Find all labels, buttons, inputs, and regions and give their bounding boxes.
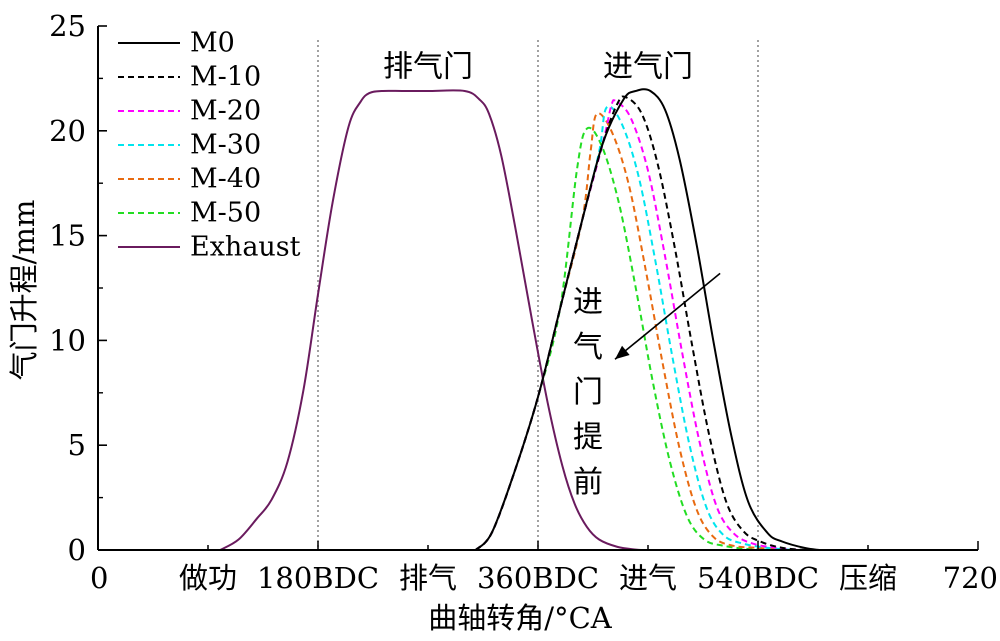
axes: 0 5 10 15 20 25 0 180BDC 360BDC 540BDC 720 做功 排气 进气 压缩 bbox=[49, 9, 998, 595]
legend-label: M-10 bbox=[190, 62, 261, 93]
y-tick-label: 20 bbox=[49, 114, 86, 148]
x-tick-label: 180BDC bbox=[257, 561, 379, 595]
x-tick-label: 360BDC bbox=[477, 561, 599, 595]
y-tick-label: 15 bbox=[49, 219, 86, 253]
legend-label: M-30 bbox=[190, 130, 261, 161]
series-line-m-40 bbox=[474, 112, 789, 551]
legend-label: M-20 bbox=[190, 96, 261, 127]
y-tick-label: 10 bbox=[49, 323, 86, 357]
y-tick-label: 0 bbox=[68, 533, 86, 567]
stroke-phase-label: 进气 bbox=[619, 561, 677, 595]
advance-arrow-head bbox=[615, 345, 630, 360]
x-tick-label: 0 bbox=[90, 561, 108, 595]
series-line-exhaust bbox=[219, 89, 642, 551]
stroke-phase-label: 压缩 bbox=[839, 561, 897, 595]
series-line-m-20 bbox=[474, 99, 801, 551]
y-axis-label: 气门升程/mm bbox=[7, 200, 41, 381]
stroke-phase-label: 排气 bbox=[399, 561, 457, 595]
advance-arrow-line bbox=[614, 272, 721, 360]
advance-annotation: 进气门提前 bbox=[573, 285, 603, 500]
x-tick-label: 720 bbox=[943, 561, 998, 595]
series-line-m0 bbox=[474, 88, 820, 551]
series-line-m-50 bbox=[474, 126, 783, 551]
reference-lines bbox=[317, 40, 759, 550]
valve-annotation: 排气门 bbox=[383, 49, 473, 84]
legend-label: M0 bbox=[190, 28, 235, 59]
legend-label: M-40 bbox=[190, 164, 261, 195]
legend-label: Exhaust bbox=[190, 232, 301, 263]
y-tick-label: 25 bbox=[49, 9, 86, 43]
y-tick-label: 5 bbox=[68, 428, 86, 462]
stroke-phase-label: 做功 bbox=[179, 561, 237, 595]
series-line-m-30 bbox=[474, 105, 795, 551]
series-layer bbox=[219, 88, 820, 551]
valve-annotation: 进气门 bbox=[603, 49, 693, 84]
series-line-m-10 bbox=[474, 95, 807, 551]
x-axis-label: 曲轴转角/°CA bbox=[428, 601, 612, 635]
legend-label: M-50 bbox=[190, 198, 261, 229]
x-tick-label: 540BDC bbox=[697, 561, 819, 595]
